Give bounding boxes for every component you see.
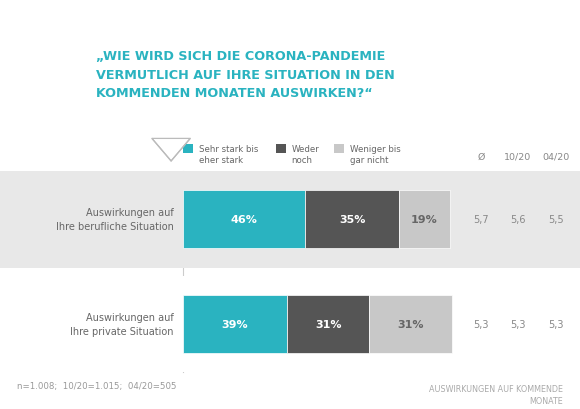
Text: 5,3: 5,3 bbox=[548, 319, 563, 329]
Text: Weder
noch: Weder noch bbox=[292, 145, 320, 165]
Text: 31%: 31% bbox=[315, 319, 342, 329]
Bar bbox=[399, 191, 450, 249]
Text: Sehr stark bis
eher stark: Sehr stark bis eher stark bbox=[199, 145, 258, 165]
Bar bbox=[183, 145, 193, 154]
Text: 5,3: 5,3 bbox=[510, 319, 525, 329]
Text: 5,3: 5,3 bbox=[474, 319, 489, 329]
Bar bbox=[276, 145, 286, 154]
Text: 39%: 39% bbox=[222, 319, 248, 329]
Text: 04/20: 04/20 bbox=[542, 153, 569, 162]
Text: 19%: 19% bbox=[411, 215, 437, 225]
Text: Auswirkungen auf
Ihre berufliche Situation: Auswirkungen auf Ihre berufliche Situati… bbox=[56, 208, 174, 232]
Text: Weniger bis
gar nicht: Weniger bis gar nicht bbox=[350, 145, 400, 165]
Text: n=1.008;  10/20=1.015;  04/20=505: n=1.008; 10/20=1.015; 04/20=505 bbox=[17, 381, 177, 389]
Text: 5,6: 5,6 bbox=[510, 215, 525, 225]
Text: 31%: 31% bbox=[397, 319, 424, 329]
Text: 5,7: 5,7 bbox=[474, 215, 489, 225]
Text: Auswirkungen auf
Ihre private Situation: Auswirkungen auf Ihre private Situation bbox=[71, 312, 174, 336]
Text: „WIE WIRD SICH DIE CORONA-PANDEMIE
VERMUTLICH AUF IHRE SITUATION IN DEN
KOMMENDE: „WIE WIRD SICH DIE CORONA-PANDEMIE VERMU… bbox=[96, 50, 395, 100]
Text: 46%: 46% bbox=[231, 215, 258, 225]
Text: 10/20: 10/20 bbox=[505, 153, 531, 162]
Text: Ø: Ø bbox=[478, 153, 485, 162]
Bar bbox=[334, 145, 344, 154]
Text: 5,5: 5,5 bbox=[548, 215, 563, 225]
Text: 35%: 35% bbox=[339, 215, 365, 225]
Text: AUSWIRKUNGEN AUF KOMMENDE
MONATE: AUSWIRKUNGEN AUF KOMMENDE MONATE bbox=[429, 384, 563, 405]
